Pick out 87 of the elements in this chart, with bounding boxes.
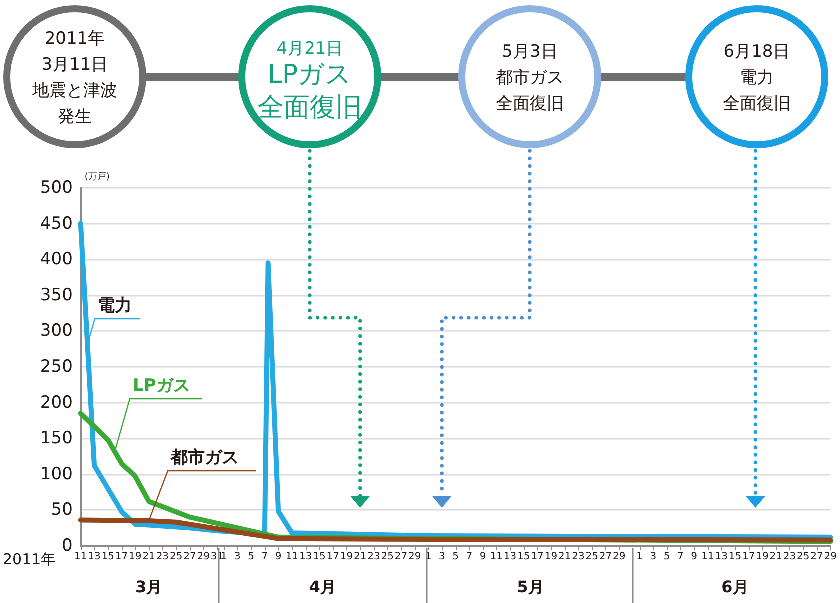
x-tick-label: 17	[742, 552, 756, 562]
y-tick-label: 0	[62, 536, 73, 556]
x-tick-label: 5	[452, 552, 459, 562]
x-tick-label: 5	[248, 552, 254, 562]
x-tick-label: 29	[408, 552, 422, 562]
x-tick-label: 21	[142, 552, 156, 562]
x-tick-label: 3	[438, 552, 446, 562]
x-tick-label: 23	[572, 552, 585, 562]
x-tick-label: 13	[88, 552, 101, 562]
text: 地震と津波	[32, 81, 118, 101]
x-tick-label: 5	[664, 552, 670, 562]
x-tick-label: 25	[797, 552, 810, 562]
x2-tick-label: 4月	[309, 578, 336, 596]
text: 全面復旧	[496, 94, 564, 114]
x-tick-label: 7	[678, 552, 684, 562]
y-axis-title: (万戸)	[84, 172, 110, 182]
x-tick-label: 9	[480, 552, 486, 562]
x-tick-label: 1	[636, 552, 643, 562]
text: 2011年	[44, 29, 106, 49]
x-tick-label: 17	[531, 552, 544, 562]
series-label: 電力	[98, 296, 132, 316]
x-tick-label: 25	[170, 552, 183, 562]
y-tick-label: 500	[40, 178, 73, 198]
text: 発生	[58, 107, 92, 127]
x-tick-label: 21	[354, 552, 367, 562]
x-tick-label: 15	[102, 552, 115, 562]
x-tick-label: 19	[544, 552, 558, 562]
x-tick-label: 25	[381, 552, 394, 562]
y-tick-label: 400	[40, 250, 73, 270]
text: LPガス	[268, 60, 352, 90]
x-tick-label: 1	[220, 552, 228, 562]
x2-tick-label: 3月	[135, 578, 163, 596]
x-tick-label: 7	[466, 552, 473, 562]
x-tick-label: 27	[810, 552, 824, 562]
x-tick-label: 19	[129, 552, 142, 562]
x-tick-label: 15	[728, 552, 742, 562]
x2-tick-label: 5月	[517, 578, 544, 596]
x-tick-label: 15	[518, 552, 530, 562]
x-tick-label: 11	[74, 552, 88, 562]
x-tick-label: 23	[783, 552, 796, 562]
text: 電力	[740, 68, 774, 88]
x-tick-label: 27	[599, 552, 612, 562]
y-tick-label: 300	[40, 321, 73, 342]
text: 全面復旧	[723, 94, 791, 114]
x-axis-title: 2011年	[2, 550, 56, 568]
text: 3月11日	[42, 55, 108, 75]
x-tick-label: 3	[234, 552, 241, 562]
x-tick-label: 9	[691, 552, 698, 562]
x-tick-label: 17	[326, 552, 340, 562]
text: 6月18日	[724, 42, 790, 62]
text: 全面復旧	[258, 93, 362, 123]
x2-tick-label: 6月	[722, 578, 749, 596]
y-tick-label: 50	[51, 500, 73, 520]
text: 都市ガス	[496, 68, 564, 88]
x-tick-label: 21	[558, 552, 572, 562]
y-tick-label: 250	[40, 357, 73, 377]
y-tick-label: 200	[40, 392, 73, 413]
y-tick-label: 150	[40, 428, 73, 449]
y-tick-label: 100	[40, 464, 73, 484]
x-tick-label: 23	[156, 552, 170, 562]
x-tick-label: 3	[650, 552, 657, 562]
y-tick-label: 350	[40, 285, 73, 306]
x-tick-label: 17	[115, 552, 128, 562]
x-tick-label: 13	[299, 552, 312, 562]
x-tick-label: 9	[275, 552, 282, 562]
text: 4月21日	[276, 39, 344, 59]
x-tick-label: 27	[184, 552, 196, 562]
text: 都市ガス	[170, 448, 239, 468]
x-tick-label: 13	[715, 552, 728, 562]
x-tick-label: 29	[612, 552, 626, 562]
x-tick-label: 19	[756, 552, 769, 562]
text: LPガス	[133, 376, 190, 396]
x-tick-label: 7	[262, 552, 268, 562]
x-tick-label: 29	[197, 552, 210, 562]
x-tick-label: 15	[313, 552, 326, 562]
x-tick-label: 19	[340, 552, 354, 562]
x-tick-label: 23	[368, 552, 380, 562]
x-tick-label: 13	[504, 552, 517, 562]
y-tick-label: 450	[40, 214, 73, 234]
x-tick-label: 27	[394, 552, 408, 562]
x-tick-label: 11	[286, 552, 299, 562]
x-tick-label: 11	[702, 552, 714, 562]
x-tick-label: 25	[586, 552, 598, 562]
x-tick-label: 11	[490, 552, 504, 562]
x-tick-label: 29	[824, 552, 838, 562]
x-tick-label: 21	[770, 552, 782, 562]
text: 5月3日	[502, 42, 558, 62]
